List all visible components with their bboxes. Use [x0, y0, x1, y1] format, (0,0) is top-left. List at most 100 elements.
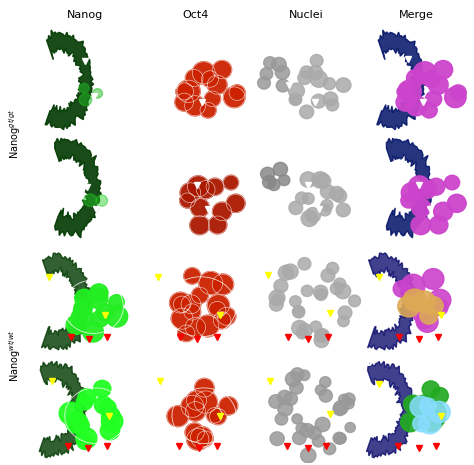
Circle shape: [191, 287, 208, 303]
Text: *: *: [452, 361, 456, 372]
Circle shape: [277, 390, 292, 404]
Circle shape: [348, 295, 361, 307]
Circle shape: [343, 393, 355, 405]
Circle shape: [206, 178, 224, 195]
Circle shape: [258, 77, 270, 89]
Circle shape: [398, 80, 421, 102]
Circle shape: [313, 285, 328, 299]
Circle shape: [434, 60, 453, 79]
Circle shape: [175, 93, 193, 111]
Circle shape: [268, 179, 280, 191]
Circle shape: [278, 401, 292, 416]
Circle shape: [401, 412, 420, 432]
Circle shape: [315, 385, 326, 395]
Text: D''': D''': [365, 359, 380, 368]
Text: A: A: [33, 30, 40, 39]
Circle shape: [207, 295, 229, 316]
Circle shape: [226, 194, 245, 213]
Circle shape: [315, 329, 329, 342]
Circle shape: [428, 401, 450, 423]
Text: Nanog$^{gt/gt}$: Nanog$^{gt/gt}$: [7, 109, 23, 159]
Text: C: C: [33, 252, 39, 261]
Circle shape: [91, 311, 109, 327]
Text: *: *: [381, 159, 385, 169]
Circle shape: [204, 91, 220, 107]
Circle shape: [92, 89, 102, 98]
Polygon shape: [386, 138, 433, 238]
Text: C': C': [143, 252, 153, 261]
Circle shape: [413, 395, 434, 415]
Circle shape: [396, 93, 415, 111]
Circle shape: [320, 185, 335, 199]
Text: A'': A'': [254, 30, 266, 39]
Circle shape: [178, 325, 195, 342]
Circle shape: [79, 83, 89, 93]
Circle shape: [264, 57, 276, 69]
Circle shape: [196, 315, 219, 337]
Circle shape: [190, 216, 210, 235]
Circle shape: [326, 99, 338, 111]
Circle shape: [425, 300, 441, 316]
Circle shape: [78, 389, 96, 405]
Circle shape: [269, 290, 285, 306]
Circle shape: [315, 329, 328, 342]
Circle shape: [426, 91, 442, 107]
Text: B': B': [143, 137, 153, 146]
Circle shape: [409, 176, 430, 197]
Circle shape: [298, 324, 312, 338]
Circle shape: [83, 322, 103, 342]
Circle shape: [74, 299, 92, 317]
Circle shape: [421, 410, 443, 432]
Text: C: C: [33, 252, 39, 261]
Text: C': C': [143, 252, 153, 261]
Text: B''': B''': [365, 137, 380, 146]
Circle shape: [181, 295, 201, 314]
Circle shape: [422, 269, 444, 289]
Circle shape: [333, 432, 346, 444]
Circle shape: [329, 186, 344, 201]
Text: B: B: [33, 137, 40, 146]
Text: *: *: [341, 361, 346, 372]
Text: *: *: [160, 159, 164, 169]
Circle shape: [272, 294, 283, 306]
Circle shape: [289, 93, 301, 106]
Circle shape: [403, 289, 426, 311]
Text: Oct4: Oct4: [182, 10, 209, 20]
Circle shape: [411, 199, 430, 217]
Text: *: *: [341, 255, 346, 265]
Circle shape: [276, 79, 290, 92]
Circle shape: [314, 333, 329, 347]
Circle shape: [76, 394, 93, 410]
Circle shape: [434, 202, 453, 221]
Circle shape: [416, 312, 433, 329]
Polygon shape: [377, 30, 425, 130]
Circle shape: [290, 93, 301, 105]
Circle shape: [201, 71, 219, 87]
Circle shape: [284, 392, 297, 405]
Circle shape: [406, 96, 427, 116]
Circle shape: [224, 87, 245, 107]
Circle shape: [413, 291, 435, 312]
Circle shape: [321, 269, 335, 282]
Circle shape: [338, 394, 349, 405]
Text: D': D': [143, 359, 154, 368]
Text: A': A': [143, 30, 153, 39]
Text: A'': A'': [254, 30, 266, 39]
Circle shape: [312, 435, 325, 447]
Circle shape: [181, 395, 204, 417]
Circle shape: [96, 304, 114, 321]
Circle shape: [323, 92, 338, 106]
Circle shape: [428, 289, 451, 311]
Text: *: *: [270, 159, 275, 169]
Circle shape: [308, 426, 321, 439]
Circle shape: [418, 180, 436, 199]
Polygon shape: [367, 253, 416, 350]
Circle shape: [423, 71, 440, 87]
Circle shape: [274, 279, 288, 292]
Circle shape: [185, 402, 205, 421]
Circle shape: [445, 87, 466, 107]
Circle shape: [291, 368, 304, 381]
Circle shape: [398, 296, 420, 317]
Circle shape: [327, 262, 339, 274]
Circle shape: [300, 105, 314, 119]
